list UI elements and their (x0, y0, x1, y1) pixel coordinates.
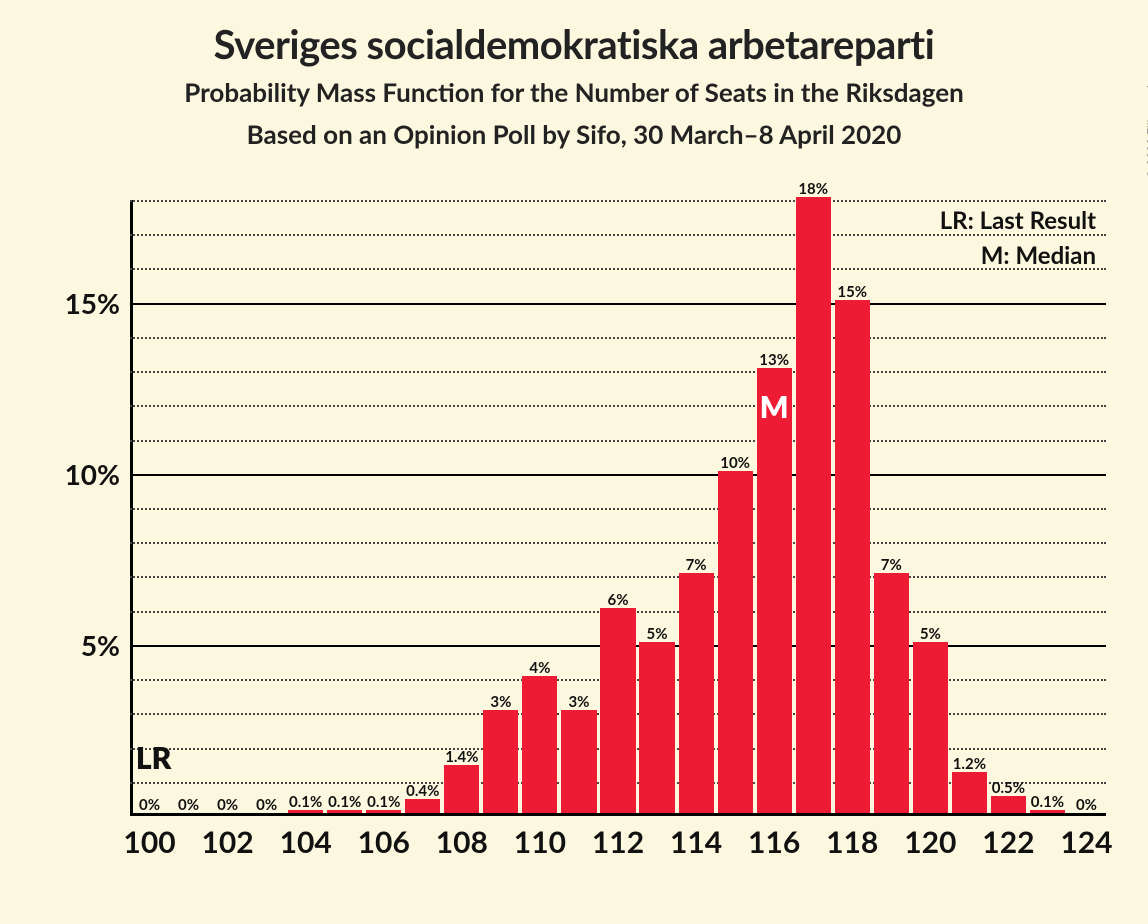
grid-minor (130, 576, 1106, 578)
grid-minor (130, 440, 1106, 442)
x-tick-label: 110 (514, 824, 566, 860)
grid-major (130, 474, 1106, 476)
bar-value-label: 0.1% (1031, 793, 1064, 811)
chart-title: Sveriges socialdemokratiska arbetarepart… (0, 20, 1148, 68)
bar (600, 608, 635, 813)
median-marker: M (760, 389, 789, 425)
chart-plot-area: LR: Last Result M: Median 5%10%15%100102… (130, 200, 1106, 816)
bar-value-label: 10% (720, 454, 750, 472)
bar (796, 197, 831, 813)
bar (718, 471, 753, 813)
grid-major (130, 303, 1106, 305)
bar-value-label: 0.5% (992, 779, 1025, 797)
bar (991, 796, 1026, 813)
bar-value-label: 1.2% (953, 755, 986, 773)
bar (561, 710, 596, 813)
bar (952, 772, 987, 813)
bar-value-label: 0% (217, 796, 238, 814)
x-tick-label: 114 (670, 824, 722, 860)
chart-subtitle-2: Based on an Opinion Poll by Sifo, 30 Mar… (0, 118, 1148, 150)
bar-value-label: 3% (568, 693, 589, 711)
bar-value-label: 0.1% (289, 793, 322, 811)
x-tick-label: 104 (280, 824, 332, 860)
bar (483, 710, 518, 813)
x-tick-label: 106 (358, 824, 410, 860)
bar (444, 765, 479, 813)
copyright-text: © 2020 Filip van Laenen (1144, 50, 1148, 179)
bar-value-label: 0% (178, 796, 199, 814)
bar-value-label: 0.1% (328, 793, 361, 811)
bar (405, 799, 440, 813)
legend: LR: Last Result M: Median (940, 206, 1096, 276)
bar-value-label: 0% (256, 796, 277, 814)
x-tick-label: 118 (826, 824, 878, 860)
x-tick-label: 120 (904, 824, 956, 860)
bar (522, 676, 557, 813)
bar (913, 642, 948, 813)
bar-value-label: 5% (647, 625, 668, 643)
bar-value-label: 1.4% (445, 748, 478, 766)
chart-subtitle-1: Probability Mass Function for the Number… (0, 76, 1148, 108)
bar-value-label: 4% (529, 659, 550, 677)
lr-marker: LR (136, 740, 171, 776)
y-tick-label: 5% (81, 628, 120, 662)
y-tick-label: 10% (65, 457, 120, 491)
bar-value-label: 6% (608, 591, 629, 609)
grid-minor (130, 371, 1106, 373)
bar-value-label: 7% (881, 556, 902, 574)
bar (757, 368, 792, 813)
x-tick-label: 116 (748, 824, 800, 860)
bar-value-label: 0.4% (406, 782, 439, 800)
x-tick-label: 112 (592, 824, 644, 860)
bar-value-label: 5% (920, 625, 941, 643)
bar (835, 300, 870, 813)
bar-value-label: 0.1% (367, 793, 400, 811)
x-tick-label: 108 (436, 824, 488, 860)
grid-minor (130, 542, 1106, 544)
grid-minor (130, 337, 1106, 339)
bar-value-label: 7% (686, 556, 707, 574)
grid-minor (130, 234, 1106, 236)
bar-value-label: 0% (139, 796, 160, 814)
bar (874, 573, 909, 813)
bar (639, 642, 674, 813)
bar-value-label: 15% (837, 283, 867, 301)
x-tick-label: 100 (123, 824, 175, 860)
grid-minor (130, 508, 1106, 510)
bar (679, 573, 714, 813)
legend-lr: LR: Last Result (940, 206, 1096, 235)
grid-minor (130, 200, 1106, 202)
bar-value-label: 13% (759, 351, 789, 369)
y-tick-label: 15% (65, 286, 120, 320)
grid-minor (130, 268, 1106, 270)
bar-value-label: 18% (798, 180, 828, 198)
x-tick-label: 122 (982, 824, 1034, 860)
x-tick-label: 102 (201, 824, 253, 860)
grid-minor (130, 405, 1106, 407)
x-tick-label: 124 (1060, 824, 1112, 860)
bar-value-label: 0% (1076, 796, 1097, 814)
legend-m: M: Median (940, 241, 1096, 270)
bar-value-label: 3% (490, 693, 511, 711)
